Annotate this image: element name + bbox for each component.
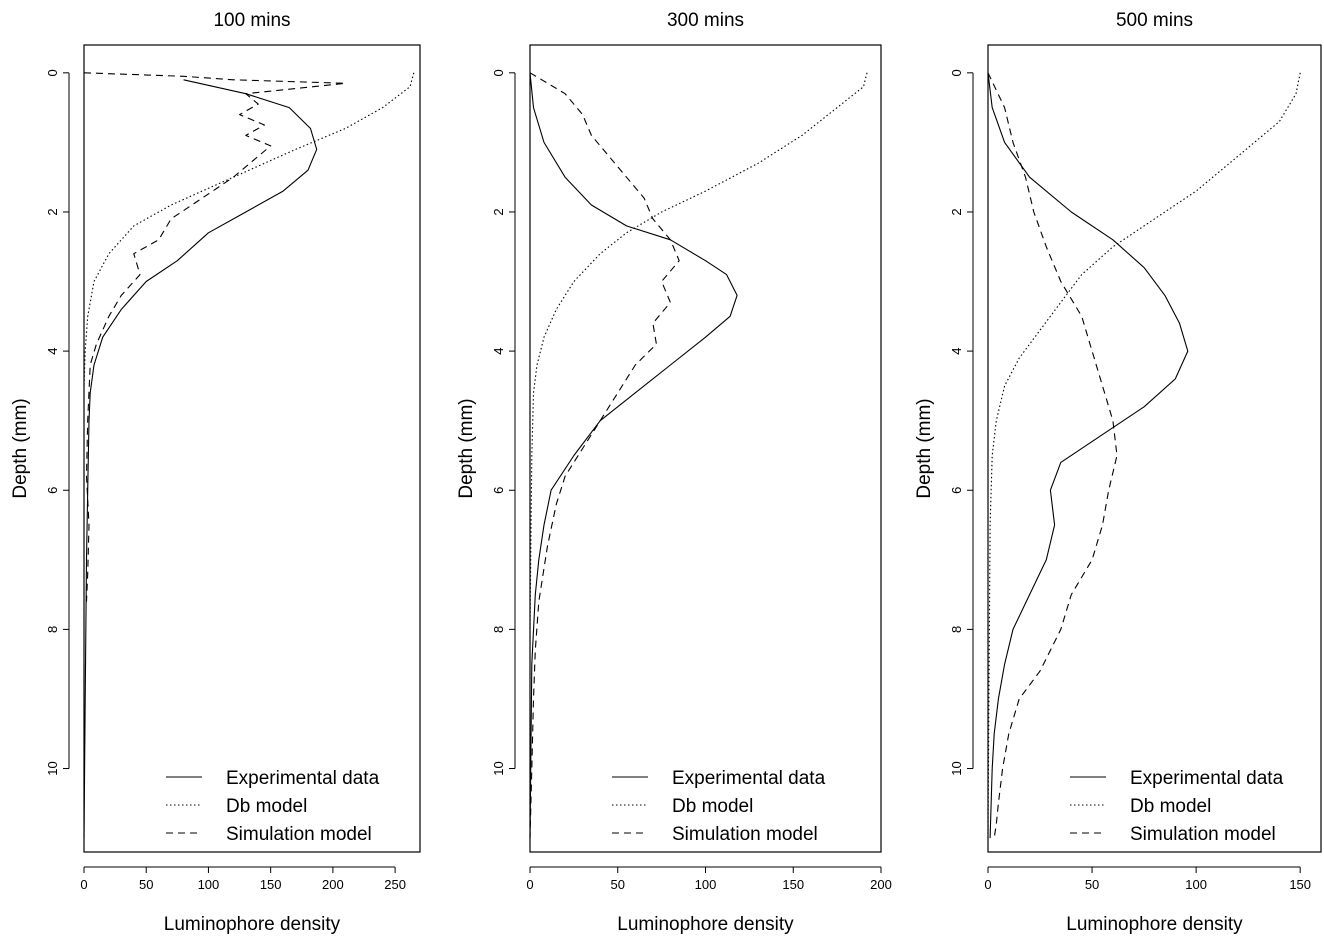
y-tick-label: 0 bbox=[949, 69, 964, 76]
x-tick-label: 200 bbox=[322, 877, 344, 892]
y-tick-label: 8 bbox=[949, 626, 964, 633]
x-tick-label: 250 bbox=[384, 877, 406, 892]
y-tick-label: 4 bbox=[491, 347, 506, 354]
series-line-experimental-data bbox=[529, 72, 738, 839]
series-line-db-model bbox=[83, 72, 415, 386]
x-axis-label: Luminophore density bbox=[617, 914, 794, 935]
x-tick-label: 0 bbox=[80, 877, 87, 892]
series-line-db-model bbox=[529, 72, 868, 630]
x-tick-label: 50 bbox=[611, 877, 625, 892]
legend-label: Db model bbox=[672, 796, 753, 817]
legend-label: Simulation model bbox=[1130, 824, 1276, 845]
plot-frame bbox=[529, 44, 882, 853]
series-line-simulation-model bbox=[83, 72, 346, 602]
y-tick-label: 10 bbox=[949, 761, 964, 775]
x-tick-label: 0 bbox=[526, 877, 533, 892]
x-tick-label: 50 bbox=[1085, 877, 1099, 892]
y-axis-label: Depth (mm) bbox=[10, 398, 31, 498]
y-tick-label: 0 bbox=[45, 69, 60, 76]
legend-label: Experimental data bbox=[1130, 768, 1284, 789]
x-tick-label: 50 bbox=[139, 877, 153, 892]
y-tick-label: 6 bbox=[491, 487, 506, 494]
panel-title: 500 mins bbox=[1116, 10, 1193, 31]
legend-label: Db model bbox=[1130, 796, 1211, 817]
y-tick-label: 8 bbox=[45, 626, 60, 633]
y-tick-label: 6 bbox=[45, 487, 60, 494]
panel-2: 300 mins 0 50 100 150 200 Luminophore density 0… bbox=[456, 10, 892, 935]
x-tick-label: 150 bbox=[1289, 877, 1311, 892]
y-tick-label: 2 bbox=[45, 208, 60, 215]
x-tick-label: 200 bbox=[870, 877, 892, 892]
panel-3: 500 mins 0 50 100 150 Luminophore density 0 2 4 6… bbox=[914, 10, 1322, 935]
legend: Experimental data Db model Simulation mode… bbox=[612, 768, 826, 845]
x-tick-label: 100 bbox=[1185, 877, 1207, 892]
plot-frame bbox=[987, 44, 1322, 853]
legend-label: Experimental data bbox=[672, 768, 826, 789]
plot-frame bbox=[83, 44, 421, 853]
x-axis-label: Luminophore density bbox=[164, 914, 341, 935]
y-tick-label: 4 bbox=[45, 347, 60, 354]
legend-label: Db model bbox=[226, 796, 307, 817]
y-tick-label: 2 bbox=[949, 208, 964, 215]
y-axis-label: Depth (mm) bbox=[914, 398, 935, 498]
legend: Experimental data Db model Simulation mode… bbox=[1070, 768, 1284, 845]
y-tick-label: 6 bbox=[949, 487, 964, 494]
legend: Experimental data Db model Simulation mode… bbox=[166, 768, 380, 845]
y-tick-label: 0 bbox=[491, 69, 506, 76]
x-tick-label: 150 bbox=[260, 877, 282, 892]
x-tick-label: 0 bbox=[984, 877, 991, 892]
y-tick-label: 2 bbox=[491, 208, 506, 215]
series-line-db-model bbox=[987, 72, 1301, 839]
y-tick-label: 10 bbox=[45, 761, 60, 775]
series-line-experimental-data bbox=[987, 72, 1189, 839]
y-tick-label: 8 bbox=[491, 626, 506, 633]
legend-label: Simulation model bbox=[672, 824, 818, 845]
panel-title: 100 mins bbox=[213, 10, 290, 31]
y-axis-label: Depth (mm) bbox=[456, 398, 477, 498]
x-tick-label: 150 bbox=[782, 877, 804, 892]
panel-title: 300 mins bbox=[667, 10, 744, 31]
x-tick-label: 100 bbox=[198, 877, 220, 892]
series-line-simulation-model bbox=[529, 72, 680, 839]
series-line-experimental-data bbox=[83, 79, 318, 839]
y-tick-label: 10 bbox=[491, 761, 506, 775]
x-axis-label: Luminophore density bbox=[1066, 914, 1243, 935]
x-tick-label: 100 bbox=[695, 877, 717, 892]
legend-label: Simulation model bbox=[226, 824, 372, 845]
y-tick-label: 4 bbox=[949, 347, 964, 354]
legend-label: Experimental data bbox=[226, 768, 380, 789]
series-line-simulation-model bbox=[987, 72, 1118, 839]
